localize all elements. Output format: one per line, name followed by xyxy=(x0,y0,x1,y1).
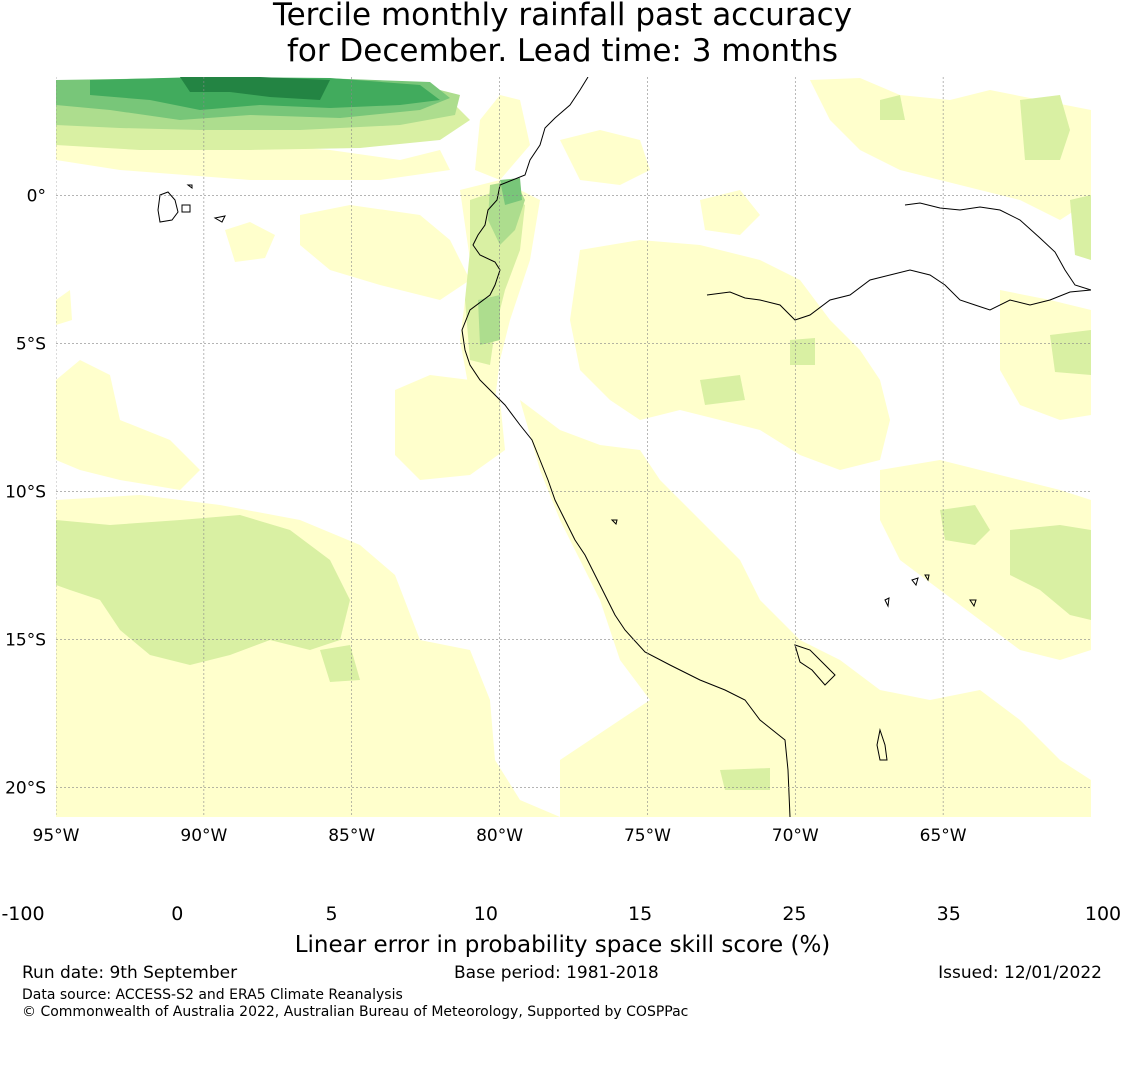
y-tick-label: 15°S xyxy=(5,630,46,650)
y-tick-label: 20°S xyxy=(5,778,46,798)
coastline xyxy=(461,77,791,817)
colorbar-tick-label: 5 xyxy=(325,903,338,925)
x-tick-label: 90°W xyxy=(180,826,227,846)
skill-score-map: 95°W 90°W 85°W 80°W 75°W 70°W 65°W 0° 5°S 10°S 15… xyxy=(5,77,1091,846)
colorbar-title: Linear error in probability space skill … xyxy=(294,932,831,958)
x-tick-label: 70°W xyxy=(772,826,819,846)
x-tick-label: 80°W xyxy=(476,826,523,846)
x-tick-label: 85°W xyxy=(328,826,375,846)
y-tick-labels: 0° 5°S 10°S 15°S 20°S xyxy=(5,186,46,798)
gridlines xyxy=(56,77,1091,817)
colorbar-tick-label: 100 xyxy=(1084,903,1122,925)
colorbar-tick-label: -100 xyxy=(1,903,45,925)
rivers xyxy=(706,202,1091,321)
copyright: © Commonwealth of Australia 2022, Austra… xyxy=(22,1004,689,1020)
y-tick-label: 0° xyxy=(27,186,46,206)
data-source: Data source: ACCESS-S2 and ERA5 Climate … xyxy=(22,987,403,1003)
colorbar-tick-label: 35 xyxy=(936,903,961,925)
skill-region-0-5 xyxy=(56,78,1091,817)
y-tick-label: 5°S xyxy=(16,334,46,354)
colorbar-tick-label: 15 xyxy=(628,903,653,925)
map-title-line1: Tercile monthly rainfall past accuracy xyxy=(272,0,853,33)
map-title-line2: for December. Lead time: 3 months xyxy=(286,33,839,69)
run-date: Run date: 9th September xyxy=(22,963,238,983)
skill-region-35-100 xyxy=(180,77,330,100)
x-tick-label: 75°W xyxy=(624,826,671,846)
x-tick-label: 95°W xyxy=(33,826,80,846)
issued-date: Issued: 12/01/2022 xyxy=(938,963,1102,983)
y-tick-label: 10°S xyxy=(5,482,46,502)
base-period: Base period: 1981-2018 xyxy=(454,963,659,983)
colorbar-tick-label: 0 xyxy=(171,903,184,925)
x-tick-label: 65°W xyxy=(920,826,967,846)
colorbar-tick-label: 10 xyxy=(473,903,498,925)
x-tick-labels: 95°W 90°W 85°W 80°W 75°W 70°W 65°W xyxy=(33,826,967,846)
colorbar-tick-label: 25 xyxy=(782,903,807,925)
islands xyxy=(157,184,977,761)
